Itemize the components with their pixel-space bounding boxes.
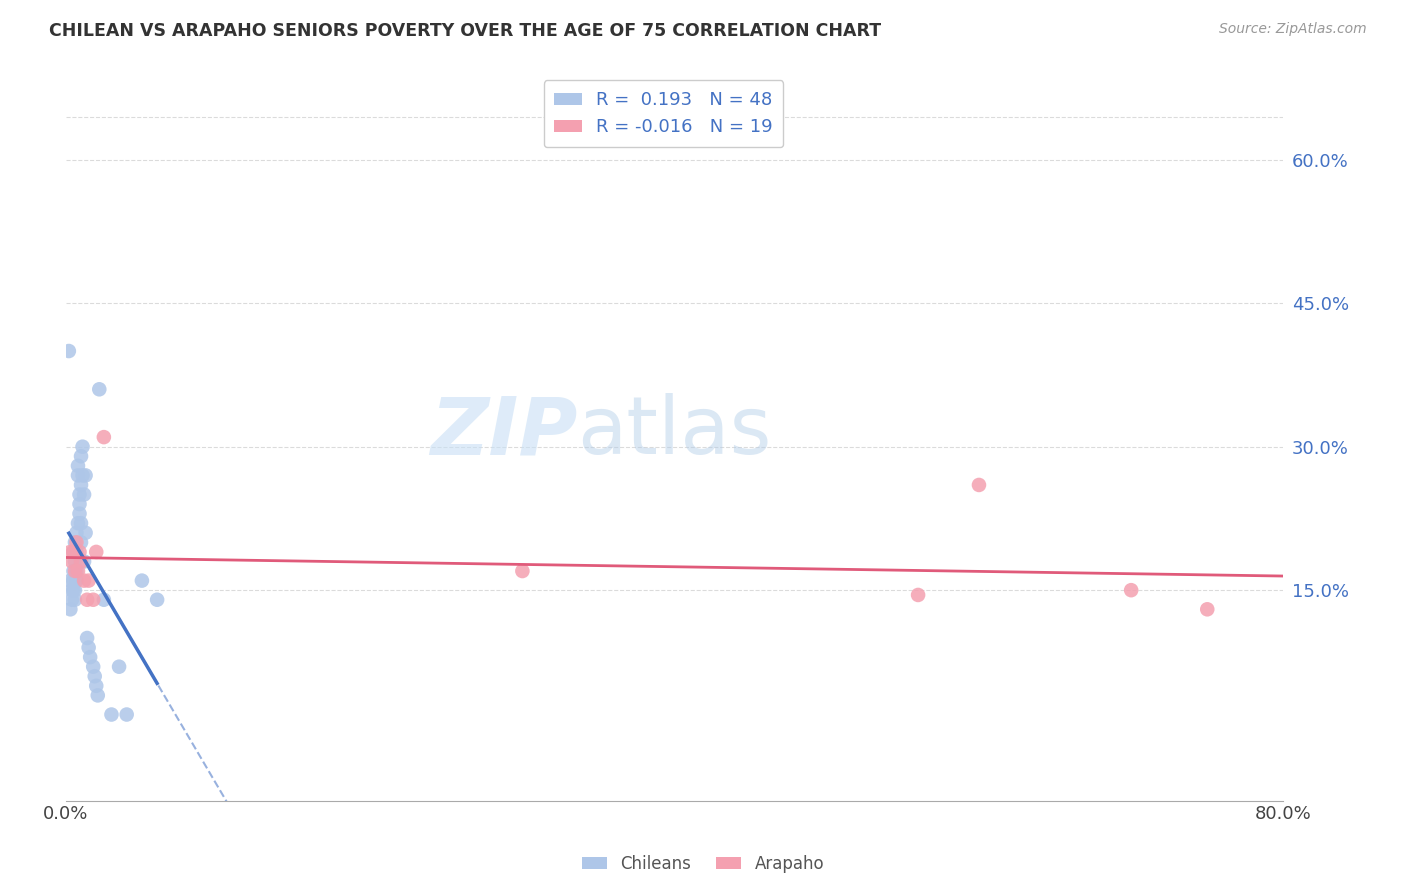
Point [79, 650, 101, 665]
Point [131, 574, 153, 588]
Point [967, 478, 990, 492]
Point [75, 525, 97, 540]
Legend: Chileans, Arapaho: Chileans, Arapaho [575, 848, 831, 880]
Point [59, 545, 82, 559]
Point [73, 554, 96, 568]
Point [70, 516, 93, 531]
Point [72, 468, 94, 483]
Point [62, 545, 84, 559]
Legend: R =  0.193   N = 48, R = -0.016   N = 19: R = 0.193 N = 48, R = -0.016 N = 19 [544, 80, 783, 147]
Point [66, 564, 89, 578]
Point [62, 545, 84, 559]
Point [59, 602, 82, 616]
Point [512, 564, 534, 578]
Point [70, 478, 93, 492]
Point [84, 679, 107, 693]
Point [73, 487, 96, 501]
Point [65, 535, 87, 549]
Point [69, 507, 91, 521]
Point [63, 535, 86, 549]
Point [65, 525, 87, 540]
Point [66, 516, 89, 531]
Point [69, 487, 91, 501]
Point [59, 574, 82, 588]
Point [76, 592, 98, 607]
Point [63, 583, 86, 598]
Text: ZIP: ZIP [430, 393, 578, 471]
Point [76, 631, 98, 645]
Point [62, 564, 84, 578]
Point [907, 588, 929, 602]
Point [70, 535, 93, 549]
Point [60, 583, 83, 598]
Point [83, 669, 105, 683]
Point [65, 564, 87, 578]
Point [115, 707, 138, 722]
Point [93, 592, 115, 607]
Point [65, 545, 87, 559]
Point [75, 468, 97, 483]
Point [146, 592, 169, 607]
Point [65, 574, 87, 588]
Point [72, 440, 94, 454]
Point [60, 592, 83, 607]
Point [1121, 583, 1143, 598]
Point [69, 545, 91, 559]
Point [89, 382, 111, 396]
Point [58, 344, 80, 359]
Point [100, 707, 122, 722]
Point [84, 545, 107, 559]
Point [66, 458, 89, 473]
Point [66, 468, 89, 483]
Point [63, 592, 86, 607]
Point [62, 574, 84, 588]
Point [69, 497, 91, 511]
Text: CHILEAN VS ARAPAHO SENIORS POVERTY OVER THE AGE OF 75 CORRELATION CHART: CHILEAN VS ARAPAHO SENIORS POVERTY OVER … [49, 22, 882, 40]
Point [73, 574, 96, 588]
Point [62, 583, 84, 598]
Point [82, 659, 104, 673]
Point [63, 554, 86, 568]
Point [93, 430, 115, 444]
Point [77, 574, 100, 588]
Point [87, 689, 110, 703]
Point [77, 640, 100, 655]
Point [70, 449, 93, 463]
Point [63, 545, 86, 559]
Text: Source: ZipAtlas.com: Source: ZipAtlas.com [1219, 22, 1367, 37]
Text: atlas: atlas [578, 393, 772, 471]
Point [63, 564, 86, 578]
Point [108, 659, 131, 673]
Point [82, 592, 104, 607]
Point [1197, 602, 1219, 616]
Point [70, 554, 93, 568]
Point [60, 554, 83, 568]
